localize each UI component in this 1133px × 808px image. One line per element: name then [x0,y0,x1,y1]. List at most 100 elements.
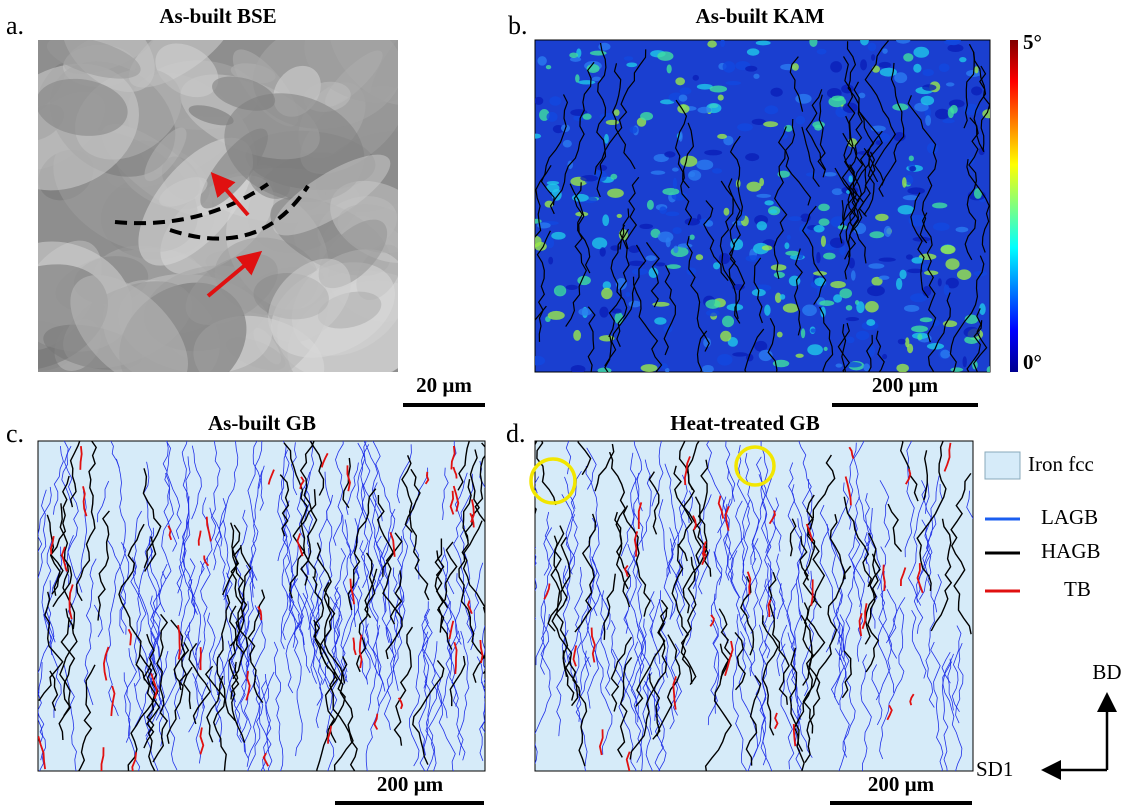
kam-spot [818,204,830,211]
kam-spot [956,227,969,233]
kam-spot [879,275,890,279]
kam-spot [666,264,681,269]
kam-spot [719,253,730,264]
kam-spot [836,364,843,368]
colorbar-min: 0° [1023,350,1042,374]
kam-spot [856,301,864,313]
kam-spot [537,56,546,66]
kam-spot [569,53,578,58]
kam-spot [932,203,947,209]
legend-label: HAGB [1041,539,1101,563]
kam-spot [658,231,674,242]
kam-spot [601,288,612,299]
kam-spot [946,82,955,86]
kam-spot [860,35,869,45]
kam-spot [770,88,782,97]
kam-spot [663,324,672,333]
kam-spot [959,57,966,62]
kam-spot [922,69,934,76]
kam-spot [625,292,630,297]
kam-spot [720,331,731,342]
kam-spot [723,61,736,73]
kam-spot [713,262,720,269]
kam-spot [939,63,950,72]
kam-spot [832,188,843,195]
kam-spot [614,109,620,116]
kam-spot [824,347,828,351]
kam-spot [602,214,609,226]
kam-spot [687,268,697,276]
kam-spot [696,160,713,170]
kam-spot [899,270,906,280]
kam-spot [732,352,747,356]
kam-spot [866,319,875,326]
kam-spot [821,236,826,247]
panel-title: As-built KAM [696,4,825,28]
kam-spot [880,68,897,77]
kam-spot [546,65,551,69]
kam-spot [718,95,724,101]
kam-spot [913,64,921,73]
kam-spot [597,165,607,171]
kam-spot [896,278,902,290]
kam-spot [693,75,699,81]
kam-spot [680,156,697,167]
kam-spot [646,255,657,261]
kam-spot [710,85,728,92]
kam-spot [879,62,892,68]
kam-spot [957,269,971,280]
kam-spot [757,221,767,230]
kam-spot [906,254,913,259]
kam-spot [583,113,592,119]
kam-spot [907,187,925,194]
kam-spot [942,119,954,123]
kam-spot [764,105,778,114]
kam-spot [662,188,679,195]
kam-spot [816,252,820,264]
kam-spot [764,200,773,205]
kam-spot [795,94,811,104]
kam-spot [599,307,608,318]
kam-spot [678,243,692,248]
kam-spot [745,66,757,72]
kam-spot [664,151,675,157]
kam-spot [632,268,648,275]
colorbar-max: 5° [1023,30,1042,54]
kam-spot [566,285,578,290]
kam-spot [546,238,554,248]
kam-spot [577,276,591,285]
kam-spot [759,178,764,186]
kam-spot [680,87,692,94]
kam-spot [904,305,919,312]
kam-spot [830,238,845,248]
kam-spot [547,112,558,122]
kam-spot [610,245,620,251]
kam-spot [592,237,607,249]
kam-spot [856,331,869,340]
kam-spot [551,232,565,240]
kam-spot [573,330,581,341]
kam-spot [909,166,916,171]
kam-spot [607,188,624,197]
kam-spot [865,301,879,312]
kam-spot [911,326,928,333]
kam-spot [606,120,619,125]
kam-spot [707,40,717,47]
kam-spot [530,356,545,366]
kam-spot [774,272,785,278]
kam-spot [756,41,771,46]
kam-spot [764,305,771,316]
kam-spot [963,356,967,367]
kam-spot [706,310,720,317]
kam-spot [534,97,543,105]
kam-spot [675,77,685,85]
kam-spot [629,301,642,308]
kam-spot [868,43,877,52]
scale-bar-label: 20 µm [416,373,472,397]
kam-spot [578,80,596,84]
kam-spot [640,112,653,120]
kam-spot [824,172,837,176]
scale-bar-label: 200 µm [377,772,444,796]
kam-spot [704,150,722,156]
kam-spot [784,242,789,249]
